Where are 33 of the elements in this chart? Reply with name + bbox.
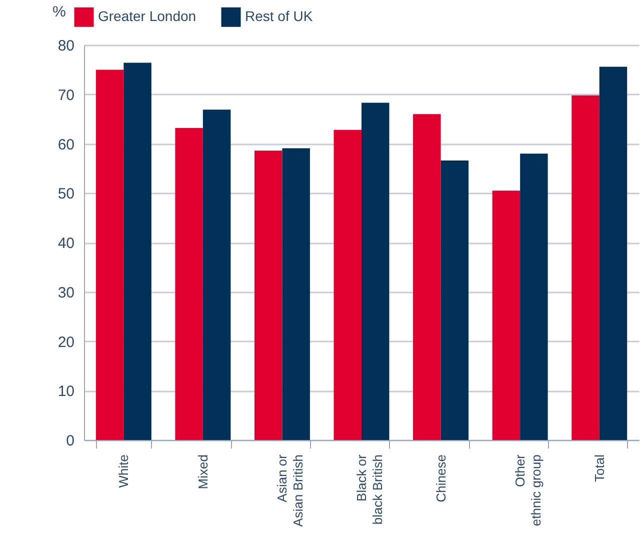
bar	[413, 114, 441, 440]
bar	[599, 66, 628, 440]
y-tick-label: 40	[58, 235, 74, 252]
y-tick-label: 10	[58, 383, 74, 400]
y-axis-title: %	[52, 4, 66, 20]
bar	[254, 150, 282, 440]
bar	[520, 154, 548, 440]
legend-label: Rest of UK	[245, 8, 314, 24]
y-tick-label: 50	[58, 186, 74, 203]
x-tick-label: Asian or Asian British	[274, 454, 306, 527]
bar	[124, 62, 152, 440]
bar	[202, 110, 231, 440]
y-tick-label: 60	[58, 136, 74, 154]
x-tick-label: Chinese	[433, 454, 448, 502]
legend-label: Greater London	[98, 8, 196, 24]
y-tick-label: 80	[58, 38, 74, 54]
y-tick-label: 20	[58, 334, 74, 351]
bar	[96, 70, 124, 440]
y-tick-label: 30	[58, 284, 74, 302]
bar	[362, 102, 390, 440]
bar	[334, 130, 362, 440]
bar	[282, 148, 310, 440]
x-tick-label: Black or black British	[354, 454, 385, 525]
y-tick-label: 70	[58, 86, 74, 104]
x-tick-label: Mixed	[195, 454, 210, 490]
bar	[175, 128, 203, 440]
x-tick-label: White	[116, 454, 132, 488]
y-tick-label: 0	[66, 432, 74, 450]
bar	[572, 95, 600, 440]
bar	[440, 160, 469, 440]
x-tick-label: Other ethnic group	[512, 454, 544, 526]
bar	[492, 190, 520, 440]
x-tick-label: Total	[592, 454, 607, 482]
